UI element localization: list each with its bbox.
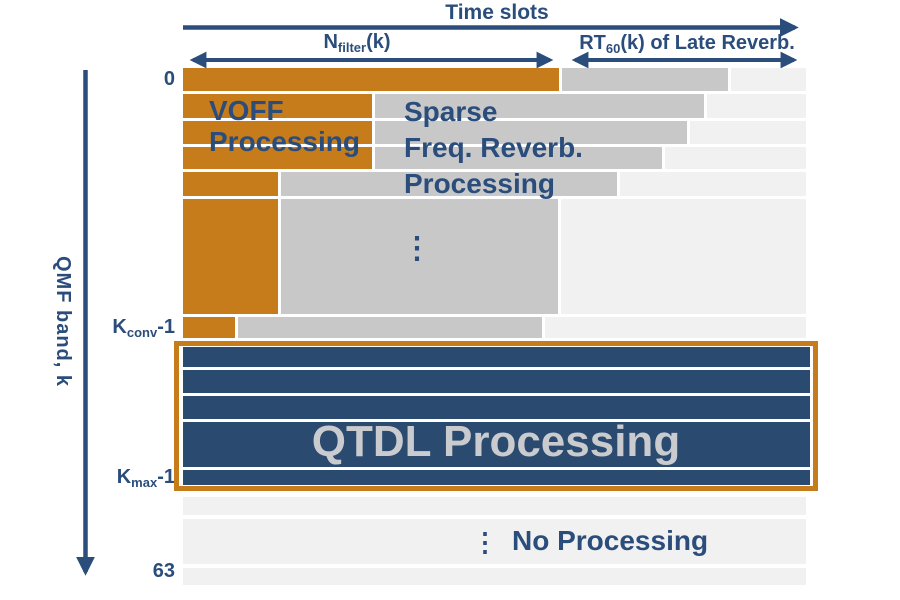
no-processing-row [183,497,806,515]
bands-ellipsis: ⋮ [402,232,432,265]
voff-bar [183,199,278,314]
sparse-freq-reverb-label: Sparse Freq. Reverb. Processing [404,96,583,199]
qtdl-row [183,470,810,485]
qtdl-row [183,396,810,419]
nfilter-rest: (k) [366,31,391,53]
qtdl-processing-label: QTDL Processing [311,417,681,466]
no-processing-row [183,568,806,585]
no-processing-ellipsis: ⋮ [472,527,498,557]
no-processing-row [183,519,806,564]
sparse-reverb-bar [562,68,728,91]
voff-bar [183,94,372,118]
voff-bar [183,68,559,91]
sparse-reverb-bar [281,172,617,196]
idle-bar [665,147,806,169]
idle-bar [707,94,806,118]
sparse-reverb-bar [375,94,704,118]
rt60-label: RT60(k) of Late Reverb. [561,32,813,56]
rt60-sub: 60 [605,41,621,56]
nfilter-sub: filter [337,40,367,55]
time-slots-label: Time slots [445,1,549,24]
idle-bar [545,317,806,338]
ytick-kconv: Kconv-1 [112,316,175,340]
qtdl-row [183,347,810,367]
qtdl-row [183,370,810,393]
ytick-kmax: Kmax-1 [116,466,175,490]
rt60-rest: (k) of Late Reverb. [620,32,795,54]
voff-processing-label: VOFF Processing [209,95,360,157]
idle-bar [690,121,806,144]
ytick-63: 63 [152,560,175,582]
sparse-reverb-bar [375,147,662,169]
sparse-reverb-bar [375,121,687,144]
qtdl-row [183,422,810,467]
rt60-main: RT [579,32,606,54]
idle-bar [620,172,806,196]
no-processing-label: No Processing [512,525,709,556]
ytick-0: 0 [163,68,175,90]
voff-bar [183,121,372,144]
idle-bar [561,199,806,314]
sparse-reverb-bar [281,199,558,314]
nfilter-main: N [323,31,338,53]
qmf-band-axis-label: QMF band, k [52,256,74,387]
voff-bar [183,147,372,169]
voff-bar [183,317,235,338]
voff-bar [183,172,278,196]
idle-bar [731,68,806,91]
sparse-reverb-bar [238,317,542,338]
nfilter-label: Nfilter(k) [257,31,457,55]
